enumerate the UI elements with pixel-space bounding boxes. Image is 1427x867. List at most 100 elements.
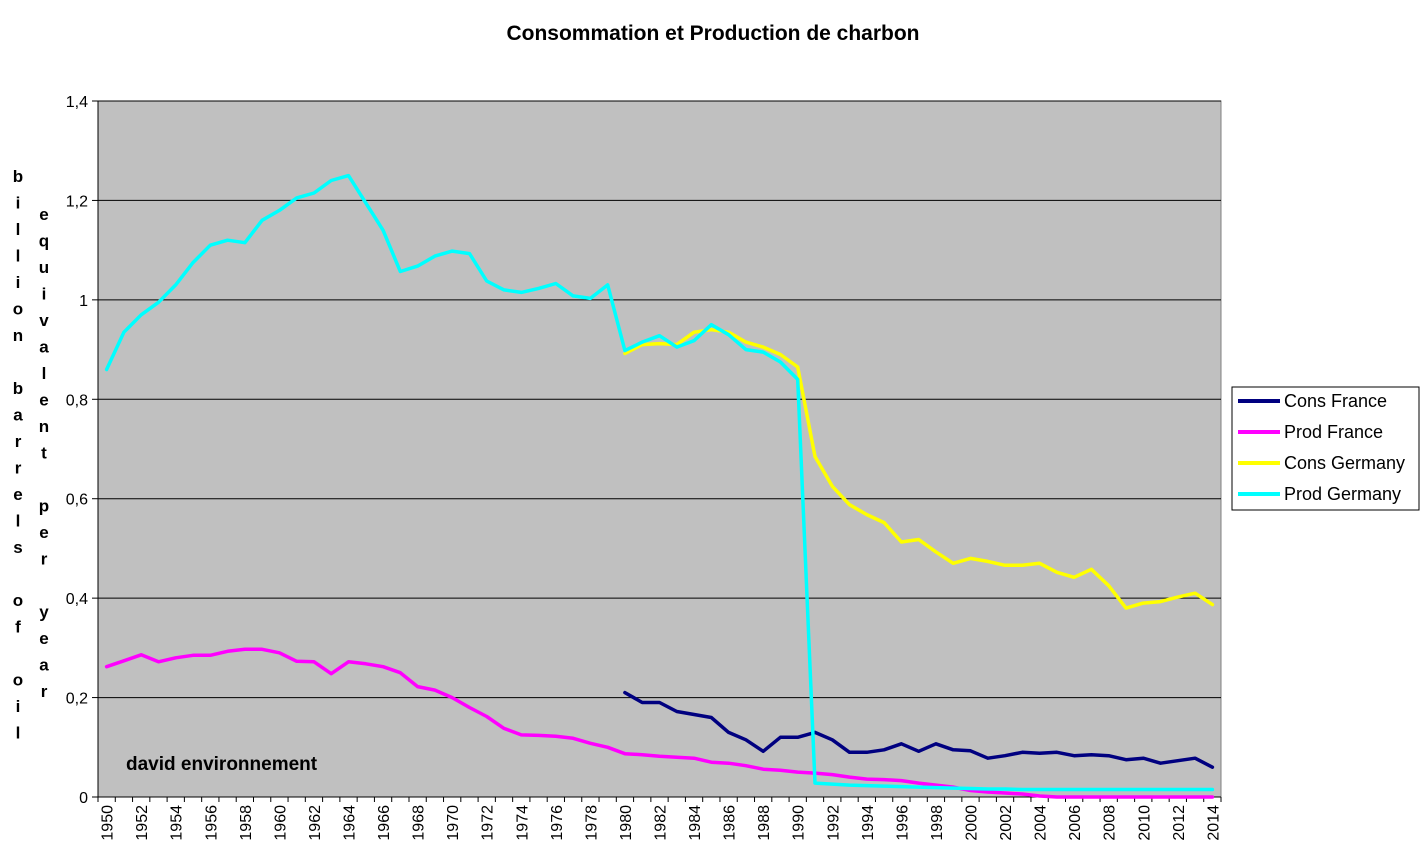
- x-tick-label: 1998: [929, 805, 946, 841]
- y-label-letter: i: [16, 194, 21, 213]
- y-label-letter: r: [15, 459, 22, 478]
- x-tick-label: 1994: [860, 805, 877, 841]
- x-tick-labels: 1950 1952 1954 1956 1958 1960 1962 1964 1966 1968…: [100, 805, 1223, 841]
- x-tick-label: 1984: [687, 805, 704, 841]
- series-lines: [104, 173, 1215, 799]
- y-tick-label: 1,2: [66, 193, 88, 210]
- x-tick-label: 1966: [376, 805, 393, 841]
- x-tick-label: 2010: [1136, 805, 1153, 841]
- y-label-letter: o: [13, 591, 23, 610]
- y-tick-label: 0,4: [66, 591, 88, 608]
- x-tick-label: 2008: [1102, 805, 1119, 841]
- chart-title: Consommation et Production de charbon: [506, 22, 919, 45]
- y-tick-label: 0,2: [66, 691, 88, 708]
- x-tick-label: 1988: [756, 805, 773, 841]
- y-label-letter: o: [13, 300, 23, 319]
- y-label-letter: t: [41, 444, 47, 463]
- x-tick-label: 1976: [549, 805, 566, 841]
- x-tick-label: 2002: [998, 805, 1015, 841]
- legend-entry: Prod France: [1238, 422, 1383, 442]
- y-label-letter: l: [16, 247, 21, 266]
- x-tick-label: 1960: [272, 805, 289, 841]
- series-line-cons-france: [623, 690, 1215, 769]
- y-label-letter: e: [39, 523, 48, 542]
- y-label-letter: a: [39, 656, 49, 675]
- series-line-prod-france: [104, 647, 1215, 799]
- y-tick-label: 0,6: [66, 492, 88, 509]
- y-tick-label: 0: [79, 790, 88, 807]
- legend-label: Prod Germany: [1284, 484, 1401, 504]
- legend-box: [1231, 386, 1420, 511]
- y-label-letter: l: [16, 512, 21, 531]
- x-tick-label: 1978: [583, 805, 600, 841]
- y-label-letter: e: [39, 391, 48, 410]
- y-label-letter: f: [15, 618, 21, 637]
- y-label-letter: i: [16, 273, 21, 292]
- y-label-letter: i: [16, 697, 21, 716]
- legend-entry: Cons France: [1238, 391, 1387, 411]
- x-tick-label: 1980: [618, 805, 635, 841]
- x-tick-label: 1958: [238, 805, 255, 841]
- y-label-letter: l: [16, 220, 21, 239]
- x-tick-label: 2004: [1033, 805, 1050, 841]
- x-tick-label: 2006: [1067, 805, 1084, 841]
- y-label-letter: n: [13, 326, 23, 345]
- y-label-letter: y: [39, 603, 49, 622]
- y-tick-labels: 0 0,2 0,4 0,6 0,8 1 1,2 1,4: [66, 94, 88, 807]
- series-line-prod-germany: [104, 173, 1215, 792]
- legend-entry: Cons Germany: [1238, 453, 1405, 473]
- y-label-letter: a: [39, 338, 49, 357]
- y-label-letter: q: [39, 232, 49, 251]
- y-tick-label: 1: [79, 293, 88, 310]
- x-tick-label: 1974: [514, 805, 531, 841]
- x-tick-label: 1996: [894, 805, 911, 841]
- x-tick-label: 1950: [100, 805, 117, 841]
- y-label-letter: l: [42, 364, 47, 383]
- y-label-letter: l: [16, 724, 21, 743]
- x-tick-label: 1964: [342, 805, 359, 841]
- y-label-letter: i: [42, 285, 47, 304]
- plot-area: [97, 100, 1222, 798]
- y-label-letter: e: [39, 205, 48, 224]
- x-tick-label: 1962: [307, 805, 324, 841]
- legend-label: Cons France: [1284, 391, 1387, 411]
- y-label-letter: r: [41, 682, 48, 701]
- y-label-letter: a: [13, 406, 23, 425]
- x-tick-label: 1986: [722, 805, 739, 841]
- y-label-letter: e: [39, 629, 48, 648]
- x-tick-label: 2012: [1171, 805, 1188, 841]
- y-tick-label: 1,4: [66, 94, 88, 111]
- x-tick-label: 1954: [169, 805, 186, 841]
- x-tick-label: 1982: [653, 805, 670, 841]
- y-label-letter: r: [41, 550, 48, 569]
- x-tick-label: 1952: [134, 805, 151, 841]
- legend-label: Prod France: [1284, 422, 1383, 442]
- y-label-letter: r: [15, 432, 22, 451]
- y-label-letter: n: [39, 417, 49, 436]
- x-tick-label: 2000: [963, 805, 980, 841]
- x-tick-label: 1970: [445, 805, 462, 841]
- x-tick-label: 1956: [203, 805, 220, 841]
- y-label-letter: b: [13, 379, 23, 398]
- y-label-letter: e: [13, 485, 22, 504]
- y-label-letter: p: [39, 497, 49, 516]
- gridlines: [98, 100, 1221, 699]
- x-tick-label: 2014: [1205, 805, 1222, 841]
- x-tick-label: 1990: [791, 805, 808, 841]
- watermark-annotation: david environnement: [126, 754, 318, 775]
- y-tick-label: 0,8: [66, 392, 88, 409]
- y-label-letter: o: [13, 671, 23, 690]
- x-tick-label: 1992: [825, 805, 842, 841]
- y-label-letter: b: [13, 167, 23, 186]
- y-label-letter: s: [13, 538, 22, 557]
- legend-label: Cons Germany: [1284, 453, 1405, 473]
- legend: Cons France Prod France Cons Germany Prod G…: [1231, 386, 1420, 511]
- legend-entry: Prod Germany: [1238, 484, 1401, 504]
- y-label-letter: v: [39, 311, 49, 330]
- x-tick-label: 1972: [480, 805, 497, 841]
- y-label-letter: u: [39, 258, 49, 277]
